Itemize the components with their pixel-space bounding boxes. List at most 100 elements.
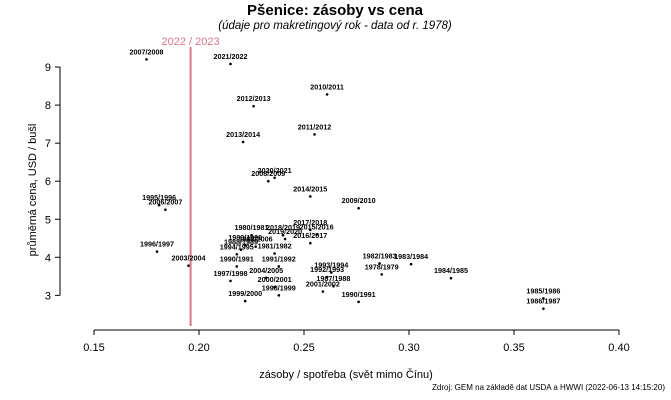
data-point <box>315 233 318 236</box>
data-point-label: 2006/2007 <box>148 198 182 207</box>
x-tick-label: 0.20 <box>188 342 209 354</box>
data-point-label: 2007/2008 <box>130 47 164 56</box>
data-point <box>542 297 545 300</box>
data-point <box>332 284 335 288</box>
data-point <box>277 294 281 297</box>
data-point-label: 1983/1984 <box>394 252 428 261</box>
data-point <box>380 273 384 276</box>
data-point-label: 1992/1993 <box>310 265 344 274</box>
data-point-label: 2013/2014 <box>226 130 260 139</box>
y-tick-label: 7 <box>45 138 51 150</box>
x-tick-label: 0.40 <box>608 342 629 354</box>
y-tick-label: 3 <box>45 290 51 302</box>
data-point <box>330 271 333 274</box>
y-axis: 3 4 5 6 7 8 9 <box>45 62 61 302</box>
y-tick-label: 6 <box>45 176 51 188</box>
data-point <box>273 285 276 289</box>
data-point-label: 2019/2020 <box>268 227 302 236</box>
data-point-label: 1999/2000 <box>228 289 262 298</box>
data-point-label: 1990/1991 <box>220 254 254 263</box>
y-tick-label: 8 <box>45 100 51 112</box>
data-point-label: 1990/1991 <box>342 290 376 299</box>
reference-line-label: 2022 / 2023 <box>162 36 220 48</box>
data-point-label: 2008/2009 <box>251 169 285 178</box>
data-point <box>243 299 247 303</box>
data-point-label: 1996/1997 <box>140 240 174 249</box>
y-tick-label: 9 <box>45 62 51 74</box>
data-point-label: 2004/2005 <box>249 266 283 275</box>
data-point-label: 2017/2018 <box>293 218 327 227</box>
data-point <box>281 233 285 237</box>
data-point <box>187 264 190 267</box>
data-point <box>309 195 312 198</box>
data-point <box>267 179 270 183</box>
data-point <box>357 206 360 210</box>
data-point-label: 2011/2012 <box>298 122 332 131</box>
data-point-label: 2009/2010 <box>342 196 376 205</box>
data-point-label: 1991/1992 <box>262 254 296 263</box>
data-point <box>157 203 161 207</box>
data-point-label: 1981/1982 <box>258 242 292 251</box>
data-point-label: 2018/2019 <box>266 223 300 232</box>
data-point <box>409 262 413 266</box>
data-point-label: 1997/1998 <box>214 269 248 278</box>
x-tick-label: 0.30 <box>398 342 419 354</box>
data-point-label: 1982/1983 <box>363 251 397 260</box>
data-point <box>235 252 239 256</box>
data-point <box>378 262 381 265</box>
data-point-label: 2003/2004 <box>172 254 206 263</box>
data-point <box>321 290 325 293</box>
data-point <box>542 307 545 310</box>
data-point-label: 2014/2015 <box>293 184 327 193</box>
data-point-label: 2021/2022 <box>214 52 248 61</box>
y-tick-label: 5 <box>45 214 51 226</box>
y-axis-label: průměrná cena, USD / bušl <box>27 124 39 257</box>
chart-subtitle: (údaje pro makretingový rok - data od r.… <box>218 20 452 32</box>
data-point-label: 1978/1979 <box>365 262 399 271</box>
data-point <box>239 248 243 251</box>
data-point-label: 2000/2001 <box>258 275 292 284</box>
data-point-label: 2012/2013 <box>237 94 271 103</box>
data-point-label: 2015/2016 <box>300 222 334 231</box>
data-point-label: 1980/1981 <box>235 223 269 232</box>
source-note: Zdroj: GEM na základě dat USDA a HWWI (2… <box>432 383 665 392</box>
data-point-label: 2001/2002 <box>306 280 340 289</box>
data-point <box>273 252 276 255</box>
x-tick-label: 0.15 <box>83 342 104 354</box>
x-axis: 0.15 0.20 0.25 0.30 0.35 0.40 <box>83 329 630 354</box>
data-point-label: 1989/1990 <box>228 233 262 242</box>
data-point <box>325 275 329 279</box>
data-point-label: 1994/1995 <box>220 242 254 251</box>
data-point <box>250 233 253 237</box>
x-tick-label: 0.25 <box>293 342 314 354</box>
x-axis-label: zásoby / spotřeba (svět mimo Čínu) <box>259 368 433 381</box>
data-point <box>241 140 245 144</box>
data-point <box>145 58 148 61</box>
y-tick-label: 4 <box>45 252 51 264</box>
chart-title: Pšenice: zásoby vs cena <box>247 2 424 19</box>
data-point <box>309 241 312 245</box>
data-point-label: 1984/1985 <box>434 266 468 275</box>
data-point-label: 1998/2006 <box>239 235 273 244</box>
data-point-label: 1998/1999 <box>262 283 296 292</box>
data-point-label: 1988/1989 <box>224 238 258 247</box>
data-point-label: 1986/1987 <box>526 297 560 306</box>
data-point <box>273 176 276 180</box>
data-point-label: 1995/1996 <box>142 193 176 202</box>
data-points <box>145 58 545 310</box>
data-point <box>254 245 257 248</box>
data-point <box>325 93 329 96</box>
data-point <box>229 279 232 283</box>
data-point <box>277 265 281 268</box>
data-point-label: 2016/2017 <box>293 231 327 240</box>
data-point <box>155 250 159 253</box>
data-point <box>252 104 255 108</box>
data-point-label: 2010/2011 <box>310 82 344 91</box>
data-point <box>357 300 360 304</box>
data-point <box>313 133 316 136</box>
reference-line-group: 2022 / 2023 <box>162 36 220 326</box>
data-point-label: 1985/1986 <box>526 286 560 295</box>
data-point-labels: 2007/2008 2021/2022 2010/2011 2012/2013 2011… <box>130 47 561 305</box>
data-point <box>235 265 239 268</box>
